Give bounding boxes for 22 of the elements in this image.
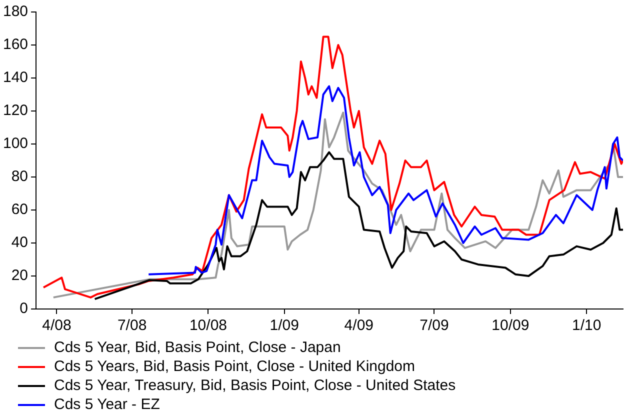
x-tick-label: 4/09	[344, 317, 374, 334]
legend-label: Cds 5 Years, Bid, Basis Point, Close - United Kingdom	[54, 357, 416, 376]
y-tick-label: 40	[11, 234, 28, 252]
x-tick-label: 1/10	[572, 317, 602, 334]
x-tick-label: 7/08	[117, 317, 147, 334]
x-tick-label: 10/08	[189, 317, 227, 334]
x-tick-label: 10/09	[492, 317, 530, 334]
y-tick-label: 180	[2, 3, 28, 20]
y-tick-label: 60	[11, 201, 28, 218]
x-tick-label: 1/09	[270, 317, 299, 334]
x-tick-label: 4/08	[42, 317, 72, 334]
y-tick-label: 120	[2, 102, 28, 120]
x-tick-label: 7/09	[420, 317, 449, 334]
y-tick-label: 100	[2, 135, 28, 152]
legend-label: Cds 5 Year - EZ	[54, 395, 160, 414]
y-tick-label: 160	[2, 36, 28, 54]
y-tick-label: 0	[20, 300, 28, 318]
legend-label: Cds 5 Year, Treasury, Bid, Basis Point, Close - United States	[54, 376, 456, 395]
y-tick-label: 20	[11, 267, 28, 284]
y-tick-label: 140	[2, 69, 28, 86]
y-tick-label: 80	[11, 168, 28, 186]
legend-label: Cds 5 Year, Bid, Basis Point, Close - Japan	[54, 338, 341, 357]
